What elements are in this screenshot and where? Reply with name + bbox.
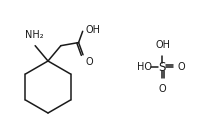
- Text: O: O: [85, 57, 93, 67]
- Text: OH: OH: [86, 25, 101, 35]
- Text: NH₂: NH₂: [25, 30, 43, 40]
- Text: O: O: [178, 62, 186, 72]
- Text: OH: OH: [155, 40, 171, 50]
- Text: HO: HO: [136, 62, 151, 72]
- Text: S: S: [158, 60, 166, 74]
- Text: O: O: [158, 84, 166, 94]
